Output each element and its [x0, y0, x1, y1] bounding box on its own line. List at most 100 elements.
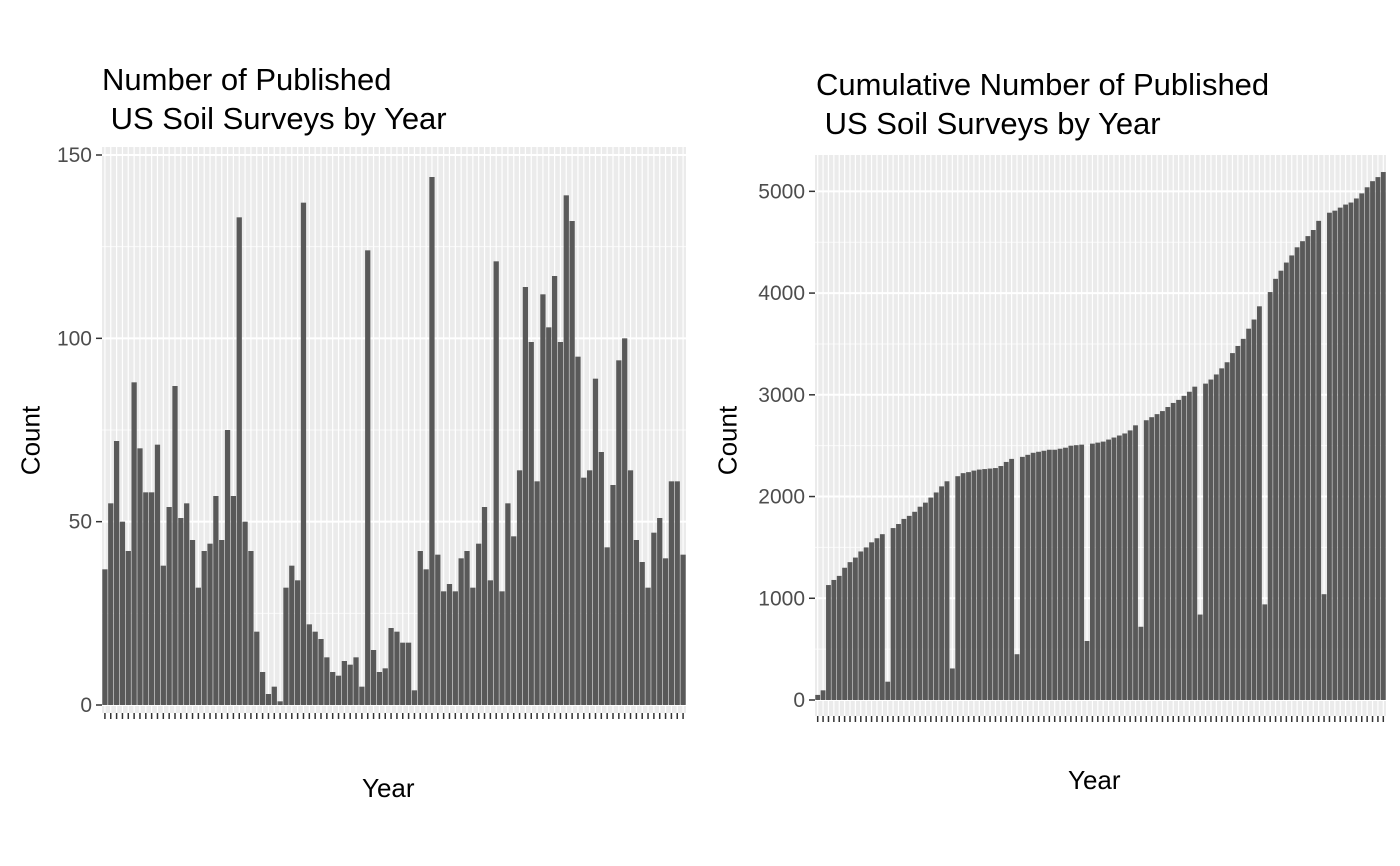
bar-1-21: [928, 497, 934, 700]
bar-1-90: [1300, 241, 1305, 701]
bar-0-8: [149, 492, 155, 705]
y-tick-label: 3000: [758, 384, 805, 407]
bar-0-86: [604, 547, 610, 705]
bar-0-82: [581, 477, 587, 705]
bar-1-91: [1305, 236, 1311, 700]
bar-1-31: [982, 469, 988, 700]
bar-0-83: [587, 470, 593, 705]
bar-1-83: [1262, 604, 1268, 700]
bar-1-38: [1019, 456, 1025, 700]
bar-0-73: [528, 342, 534, 705]
bar-1-23: [939, 486, 945, 700]
bar-0-28: [265, 694, 272, 705]
bar-0-42: [347, 664, 353, 705]
bar-1-58: [1127, 430, 1133, 700]
bar-0-5: [131, 382, 137, 705]
y-tick-label: 0: [793, 689, 805, 712]
bar-0-22: [230, 496, 237, 705]
bar-1-59: [1133, 425, 1138, 700]
bar-0-76: [546, 327, 552, 705]
y-tick-label: 0: [80, 694, 92, 717]
bar-0-62: [464, 551, 470, 705]
bar-0-89: [622, 338, 628, 705]
y-tick-label: 100: [57, 327, 92, 350]
bar-0-33: [295, 580, 301, 705]
bar-0-14: [184, 503, 190, 705]
bar-1-57: [1122, 433, 1128, 700]
bar-1-10: [869, 542, 874, 700]
bar-0-65: [481, 507, 488, 705]
bar-0-68: [499, 591, 505, 705]
bar-1-73: [1208, 379, 1214, 700]
bar-0-71: [516, 470, 523, 705]
bar-0-80: [569, 221, 575, 705]
bar-1-105: [1380, 172, 1386, 700]
chart-title-left: Number of Published US Soil Surveys by Y…: [102, 62, 447, 136]
bar-0-6: [137, 448, 143, 705]
bar-0-58: [441, 591, 447, 705]
bar-0-77: [551, 276, 558, 705]
bar-1-95: [1327, 212, 1332, 701]
bar-1-44: [1052, 449, 1058, 700]
bar-1-67: [1176, 399, 1182, 700]
bar-0-88: [616, 360, 622, 705]
bar-1-56: [1116, 435, 1122, 700]
bar-1-71: [1197, 614, 1203, 700]
bar-1-92: [1310, 230, 1316, 700]
bar-0-53: [411, 690, 418, 705]
bar-0-38: [324, 657, 330, 705]
bar-0-16: [195, 587, 201, 705]
bar-0-96: [662, 558, 669, 705]
bar-0-64: [476, 543, 482, 705]
bar-1-39: [1025, 454, 1031, 700]
bar-0-43: [353, 657, 359, 705]
bar-1-87: [1283, 262, 1289, 700]
x-axis-label-left: Year: [362, 773, 415, 803]
bar-0-70: [511, 536, 517, 705]
bar-0-18: [207, 543, 213, 705]
bar-0-2: [113, 441, 120, 705]
bar-1-54: [1106, 439, 1112, 700]
bar-0-15: [189, 540, 196, 705]
bar-0-12: [172, 386, 178, 705]
bar-0-30: [277, 701, 283, 705]
bar-1-3: [831, 579, 837, 700]
bar-0-39: [330, 672, 336, 705]
bar-1-43: [1046, 449, 1052, 700]
bar-1-69: [1186, 391, 1192, 700]
bar-0-99: [680, 554, 686, 705]
bar-1-5: [842, 567, 848, 700]
bar-1-98: [1343, 204, 1349, 700]
bar-1-42: [1041, 450, 1047, 700]
bar-1-45: [1057, 448, 1063, 700]
bar-1-8: [858, 551, 864, 700]
bar-0-13: [178, 518, 184, 705]
bar-chart-left: 0 50 100 150: [57, 144, 686, 719]
bar-1-63: [1154, 414, 1160, 700]
bar-1-14: [890, 528, 896, 700]
bar-0-47: [376, 672, 383, 705]
bar-1-80: [1246, 328, 1252, 700]
bar-1-26: [955, 476, 961, 700]
bar-1-22: [933, 492, 939, 700]
bar-1-0: [815, 694, 821, 700]
bar-0-87: [610, 485, 616, 705]
bar-1-52: [1095, 442, 1101, 700]
bar-1-93: [1316, 220, 1322, 700]
bar-1-65: [1165, 407, 1171, 700]
bar-0-81: [575, 356, 581, 705]
bar-1-94: [1321, 594, 1327, 700]
bar-1-32: [987, 468, 993, 700]
bar-0-23: [236, 217, 242, 706]
bar-0-46: [370, 650, 377, 705]
bar-1-37: [1014, 654, 1020, 700]
bar-0-11: [166, 507, 172, 705]
bar-1-13: [885, 681, 891, 700]
bar-1-64: [1160, 411, 1165, 700]
bar-0-75: [540, 294, 546, 705]
bar-0-55: [423, 569, 429, 705]
bar-0-85: [598, 452, 604, 705]
bar-1-48: [1073, 445, 1079, 700]
bar-1-49: [1079, 444, 1085, 700]
bar-1-51: [1089, 443, 1095, 700]
